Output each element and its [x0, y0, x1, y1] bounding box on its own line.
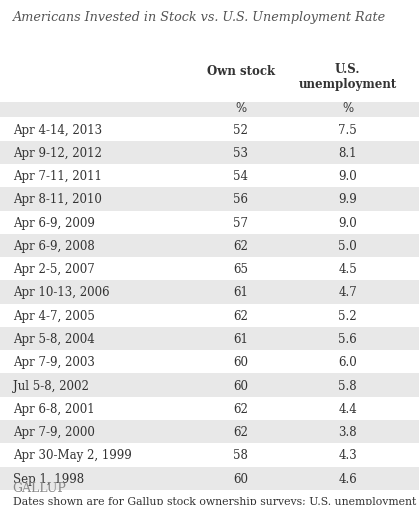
Text: Apr 5-8, 2004: Apr 5-8, 2004	[13, 332, 94, 345]
Text: 3.8: 3.8	[339, 425, 357, 438]
Text: 6.0: 6.0	[339, 356, 357, 369]
Text: %: %	[342, 102, 353, 115]
Text: 5.6: 5.6	[339, 332, 357, 345]
Text: GALLUP: GALLUP	[13, 481, 67, 494]
Text: Apr 10-13, 2006: Apr 10-13, 2006	[13, 286, 109, 299]
Bar	[0, 141, 419, 165]
Text: 4.5: 4.5	[339, 263, 357, 276]
Text: Apr 6-8, 2001: Apr 6-8, 2001	[13, 402, 94, 415]
Text: Apr 7-11, 2011: Apr 7-11, 2011	[13, 170, 101, 183]
Text: 60: 60	[233, 379, 248, 392]
Bar	[0, 103, 419, 118]
Bar	[0, 281, 419, 304]
Text: Own stock: Own stock	[207, 65, 275, 78]
Text: Jul 5-8, 2002: Jul 5-8, 2002	[13, 379, 88, 392]
Text: Apr 4-7, 2005: Apr 4-7, 2005	[13, 309, 94, 322]
Text: 9.0: 9.0	[339, 170, 357, 183]
Text: U.S.
unemployment: U.S. unemployment	[299, 63, 397, 91]
Text: 5.8: 5.8	[339, 379, 357, 392]
Text: 57: 57	[233, 216, 248, 229]
Text: 62: 62	[233, 402, 248, 415]
Text: 4.6: 4.6	[339, 472, 357, 485]
Text: 7.5: 7.5	[339, 123, 357, 136]
Text: Apr 7-9, 2003: Apr 7-9, 2003	[13, 356, 94, 369]
Text: 62: 62	[233, 425, 248, 438]
Text: 60: 60	[233, 356, 248, 369]
Text: Apr 7-9, 2000: Apr 7-9, 2000	[13, 425, 94, 438]
Text: Apr 4-14, 2013: Apr 4-14, 2013	[13, 123, 102, 136]
Text: 9.9: 9.9	[339, 193, 357, 206]
Bar	[0, 467, 419, 490]
Bar	[0, 374, 419, 397]
Text: Apr 8-11, 2010: Apr 8-11, 2010	[13, 193, 101, 206]
Text: Sep 1, 1998: Sep 1, 1998	[13, 472, 84, 485]
Text: 62: 62	[233, 309, 248, 322]
Text: 9.0: 9.0	[339, 216, 357, 229]
Text: Apr 2-5, 2007: Apr 2-5, 2007	[13, 263, 94, 276]
Text: 5.0: 5.0	[339, 239, 357, 252]
Text: Apr 30-May 2, 1999: Apr 30-May 2, 1999	[13, 448, 131, 462]
Text: 8.1: 8.1	[339, 146, 357, 160]
Text: 62: 62	[233, 239, 248, 252]
Bar	[0, 327, 419, 350]
Text: Dates shown are for Gallup stock ownership surveys; U.S. unemployment: Dates shown are for Gallup stock ownersh…	[13, 496, 416, 505]
Text: Apr 6-9, 2008: Apr 6-9, 2008	[13, 239, 94, 252]
Text: Americans Invested in Stock vs. U.S. Unemployment Rate: Americans Invested in Stock vs. U.S. Une…	[13, 11, 386, 24]
Text: 56: 56	[233, 193, 248, 206]
Bar	[0, 188, 419, 211]
Text: 54: 54	[233, 170, 248, 183]
Text: 53: 53	[233, 146, 248, 160]
Text: %: %	[235, 102, 246, 115]
Text: 61: 61	[233, 332, 248, 345]
Text: 65: 65	[233, 263, 248, 276]
Text: 5.2: 5.2	[339, 309, 357, 322]
Text: 60: 60	[233, 472, 248, 485]
Bar	[0, 420, 419, 443]
Text: 4.7: 4.7	[339, 286, 357, 299]
Text: 4.4: 4.4	[339, 402, 357, 415]
Text: 52: 52	[233, 123, 248, 136]
Text: 4.3: 4.3	[339, 448, 357, 462]
Text: 58: 58	[233, 448, 248, 462]
Bar	[0, 234, 419, 258]
Text: 61: 61	[233, 286, 248, 299]
Text: Apr 6-9, 2009: Apr 6-9, 2009	[13, 216, 94, 229]
Text: Apr 9-12, 2012: Apr 9-12, 2012	[13, 146, 101, 160]
